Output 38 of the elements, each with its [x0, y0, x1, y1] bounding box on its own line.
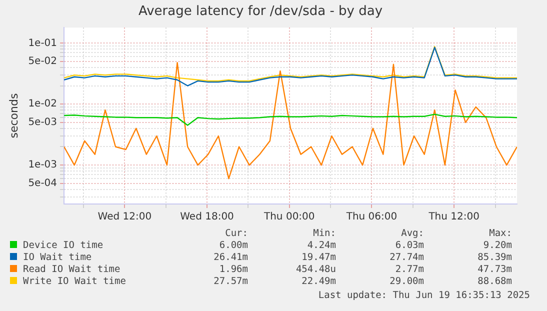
text: 29.00m [388, 276, 424, 288]
legend-label: Read IO Wait time [22, 264, 122, 276]
x-tick-label: Wed 12:00 [98, 212, 152, 223]
text: Min: [312, 228, 336, 240]
text: 4.24m [306, 240, 336, 252]
y-tick-label: 5e-02 [28, 56, 58, 68]
y-tick-label: 5e-03 [28, 117, 58, 128]
text: 26.41m [212, 252, 248, 264]
y-tick-label: 1e-02 [28, 98, 58, 110]
y-tick-label: 1e-03 [28, 160, 58, 171]
text: 88.68m [476, 276, 512, 288]
text: 27.74m [388, 252, 424, 264]
text: 2.77m [394, 264, 424, 276]
text: Max: [488, 228, 512, 240]
chart-title: Average latency for /dev/sda - by day [138, 4, 383, 20]
text: Cur: [224, 228, 248, 240]
text: Last update: Thu Jun 19 16:35:13 2025 [318, 290, 530, 301]
text: 19.47m [300, 252, 336, 264]
text: Avg: [400, 228, 424, 240]
legend-label: Device IO time [22, 240, 104, 252]
text: 1.96m [218, 264, 248, 276]
text: 85.39m [476, 252, 512, 264]
y-axis-title: seconds [7, 93, 20, 138]
x-tick-label: Wed 18:00 [180, 212, 234, 223]
x-tick-label: Thu 06:00 [345, 212, 398, 223]
text: 27.57m [212, 276, 248, 288]
text: 454.48u [294, 264, 336, 276]
text: 47.73m [476, 264, 512, 276]
y-tick-label: 1e-01 [28, 38, 58, 49]
x-tick-label: Thu 00:00 [262, 212, 315, 223]
text: 9.20m [482, 240, 512, 252]
text: 6.00m [218, 240, 248, 252]
legend-label: IO Wait time [22, 252, 93, 264]
text: 6.03m [394, 240, 424, 252]
x-tick-label: Thu 12:00 [428, 212, 480, 223]
text: 22.49m [300, 276, 336, 288]
y-tick-label: 5e-04 [28, 178, 58, 190]
legend-label: Write IO Wait time [22, 276, 127, 288]
